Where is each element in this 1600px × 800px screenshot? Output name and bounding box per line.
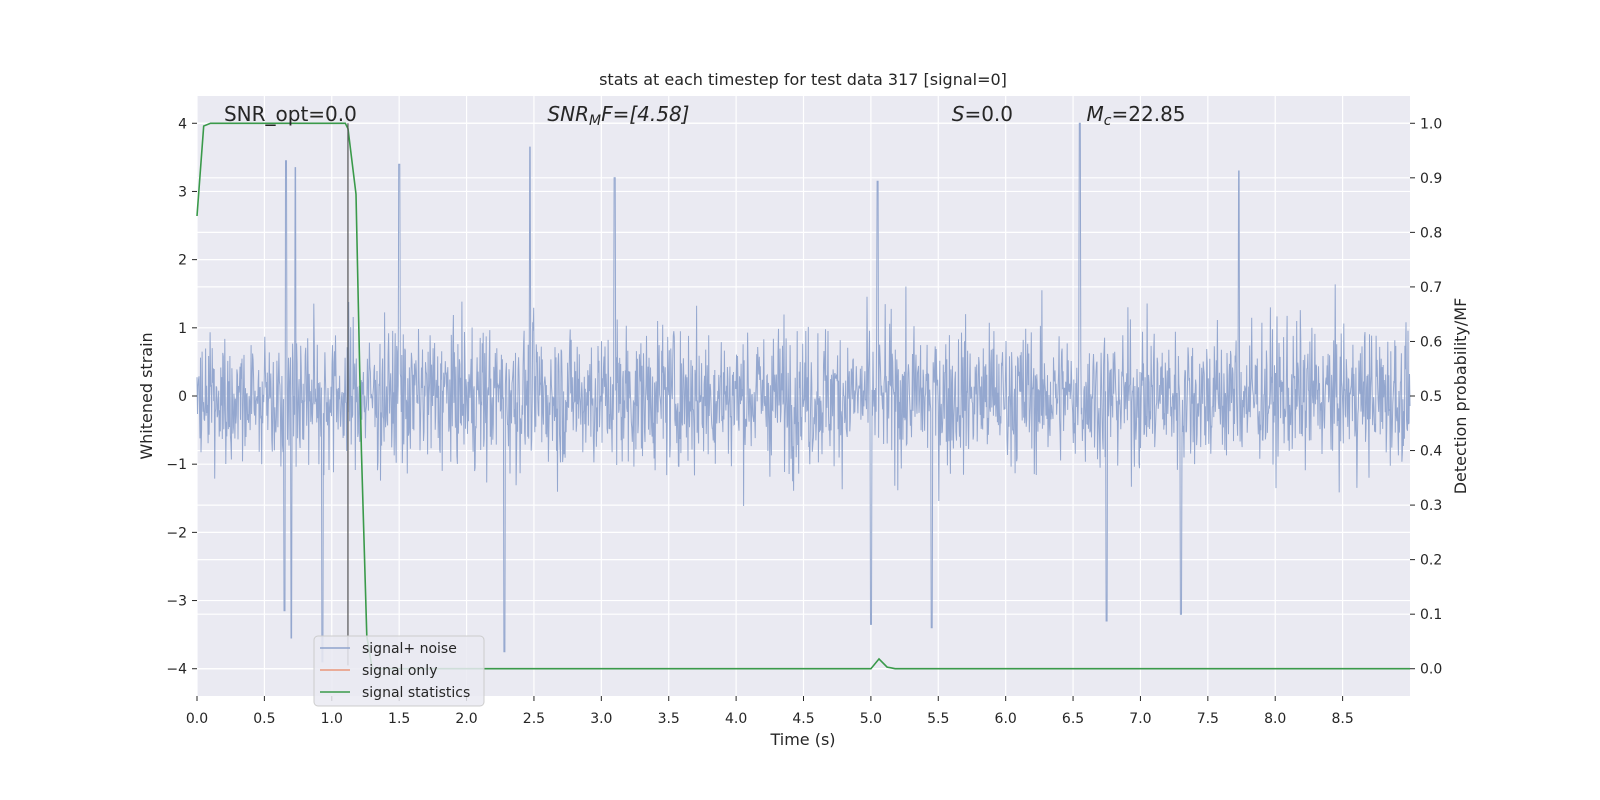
x-tick-label: 8.5	[1331, 711, 1353, 727]
y-right-tick-label: 0.0	[1420, 662, 1442, 678]
y-left-axis-label: Whitened strain	[137, 332, 156, 459]
y-right-tick-label: 0.1	[1420, 607, 1442, 623]
legend-label: signal statistics	[362, 685, 470, 701]
x-tick-label: 8.0	[1264, 711, 1286, 727]
annotation-snr-opt: SNR_opt=0.0	[224, 102, 357, 126]
y-right-tick-label: 0.7	[1420, 280, 1442, 296]
x-axis-ticks: 0.0 0.5 1.0 1.5 2.0 2.5 3.0 3.5 4.0 4.5 5.0 5.5 6.0 6…	[186, 696, 1354, 727]
x-tick-label: 3.0	[590, 711, 612, 727]
x-tick-label: 6.0	[995, 711, 1017, 727]
y-left-axis-ticks: −4 −3 −2 −1 0 1 2 3 4	[166, 116, 197, 678]
annotation-snr-mf: SNRMF=[4.58]	[547, 102, 689, 129]
x-tick-label: 4.5	[792, 711, 814, 727]
y-left-tick-label: 1	[178, 321, 187, 337]
y-right-tick-label: 0.5	[1420, 389, 1442, 405]
x-tick-label: 2.5	[523, 711, 545, 727]
chart-title: stats at each timestep for test data 317…	[599, 70, 1007, 89]
annotation-mc: Mc=22.85	[1087, 102, 1186, 129]
y-right-tick-label: 0.9	[1420, 171, 1442, 187]
y-right-axis-ticks: 0.0 0.1 0.2 0.3 0.4 0.5 0.6 0.7 0.8 0.9 1.0	[1410, 116, 1442, 678]
y-right-tick-label: 0.2	[1420, 553, 1442, 569]
y-left-tick-label: 3	[178, 184, 187, 200]
y-right-tick-label: 0.8	[1420, 225, 1442, 241]
x-tick-label: 0.5	[253, 711, 275, 727]
y-left-tick-label: 4	[178, 116, 187, 132]
x-axis-label: Time (s)	[769, 730, 835, 749]
y-left-tick-label: −4	[166, 662, 187, 678]
x-tick-label: 7.5	[1197, 711, 1219, 727]
x-tick-label: 0.0	[186, 711, 208, 727]
y-left-tick-label: −1	[166, 457, 187, 473]
legend-box	[313, 635, 485, 707]
annotation-s-stat: S=0.0	[952, 102, 1013, 126]
x-tick-label: 1.0	[321, 711, 343, 727]
legend-label: signal only	[362, 663, 437, 679]
y-right-tick-label: 0.3	[1420, 498, 1442, 514]
x-tick-label: 3.5	[658, 711, 680, 727]
x-tick-label: 1.5	[388, 711, 410, 727]
y-left-tick-label: −2	[166, 525, 187, 541]
legend-label: signal+ noise	[362, 641, 457, 657]
x-tick-label: 5.5	[927, 711, 949, 727]
x-tick-label: 4.0	[725, 711, 747, 727]
y-left-tick-label: 0	[178, 389, 187, 405]
y-right-tick-label: 0.6	[1420, 334, 1442, 350]
legend: signal+ noise signal only signal statistic…	[313, 635, 485, 707]
x-tick-label: 7.0	[1129, 711, 1151, 727]
y-left-tick-label: 2	[178, 253, 187, 269]
x-tick-label: 6.5	[1062, 711, 1084, 727]
y-right-tick-label: 0.4	[1420, 444, 1442, 460]
signal-noise-line	[196, 122, 1411, 663]
y-right-tick-label: 1.0	[1420, 116, 1442, 132]
x-tick-label: 2.0	[455, 711, 477, 727]
annotations: SNR_opt=0.0 SNRMF=[4.58] S=0.0 Mc=22.85	[224, 102, 1186, 129]
signal-noise-series	[196, 122, 1411, 663]
x-tick-label: 5.0	[860, 711, 882, 727]
y-left-tick-label: −3	[166, 594, 187, 610]
y-right-axis-label: Detection probability/MF	[1451, 298, 1470, 495]
